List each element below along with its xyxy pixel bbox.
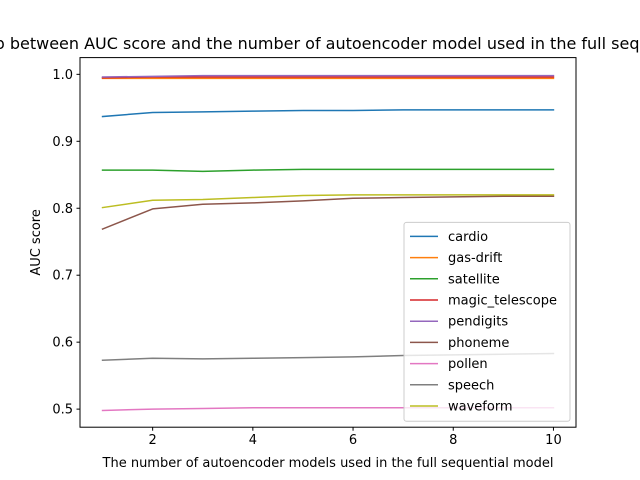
chart-title: Relationship between AUC score and the n…	[0, 34, 640, 53]
legend-label-speech: speech	[448, 378, 494, 393]
legend-label-magic_telescope: magic_telescope	[448, 294, 557, 309]
legend-label-satellite: satellite	[448, 272, 500, 287]
legend-label-phoneme: phoneme	[448, 336, 509, 351]
x-tick-label: 4	[249, 433, 257, 448]
series-line-magic_telescope	[101, 76, 555, 79]
y-tick-label: 0.6	[52, 336, 73, 351]
legend-label-pollen: pollen	[448, 357, 488, 372]
series-line-satellite	[101, 168, 555, 173]
legend-label-gas-drift: gas-drift	[448, 251, 502, 266]
series-line-cardio	[101, 109, 555, 118]
x-tick-label: 6	[349, 433, 357, 448]
legend-label-waveform: waveform	[448, 400, 513, 415]
y-tick-label: 0.7	[52, 269, 73, 284]
y-tick-label: 0.8	[52, 202, 73, 217]
y-tick-label: 1.0	[52, 68, 73, 83]
series-line-phoneme	[101, 195, 555, 230]
x-tick-label: 10	[545, 433, 562, 448]
y-tick-label: 0.5	[52, 403, 73, 418]
legend-label-cardio: cardio	[448, 230, 488, 245]
x-tick-label: 2	[149, 433, 157, 448]
ticks-layer: 2 4 6 8 10 0.5 0.6 0.7 0.8 0.9 1.0	[52, 68, 561, 448]
plot-frame	[79, 57, 577, 428]
series-line-waveform	[101, 194, 555, 209]
legend-box	[403, 221, 571, 422]
series-line-pendigits	[101, 74, 555, 78]
legend: cardio gas-drift satellite magic_telescopep…	[403, 221, 571, 422]
legend-label-pendigits: pendigits	[448, 315, 508, 330]
x-axis-label: The number of autoencoder models used in…	[102, 456, 554, 471]
x-tick-label: 8	[449, 433, 457, 448]
y-axis-label: AUC score	[29, 209, 44, 276]
y-tick-label: 0.9	[52, 135, 73, 150]
